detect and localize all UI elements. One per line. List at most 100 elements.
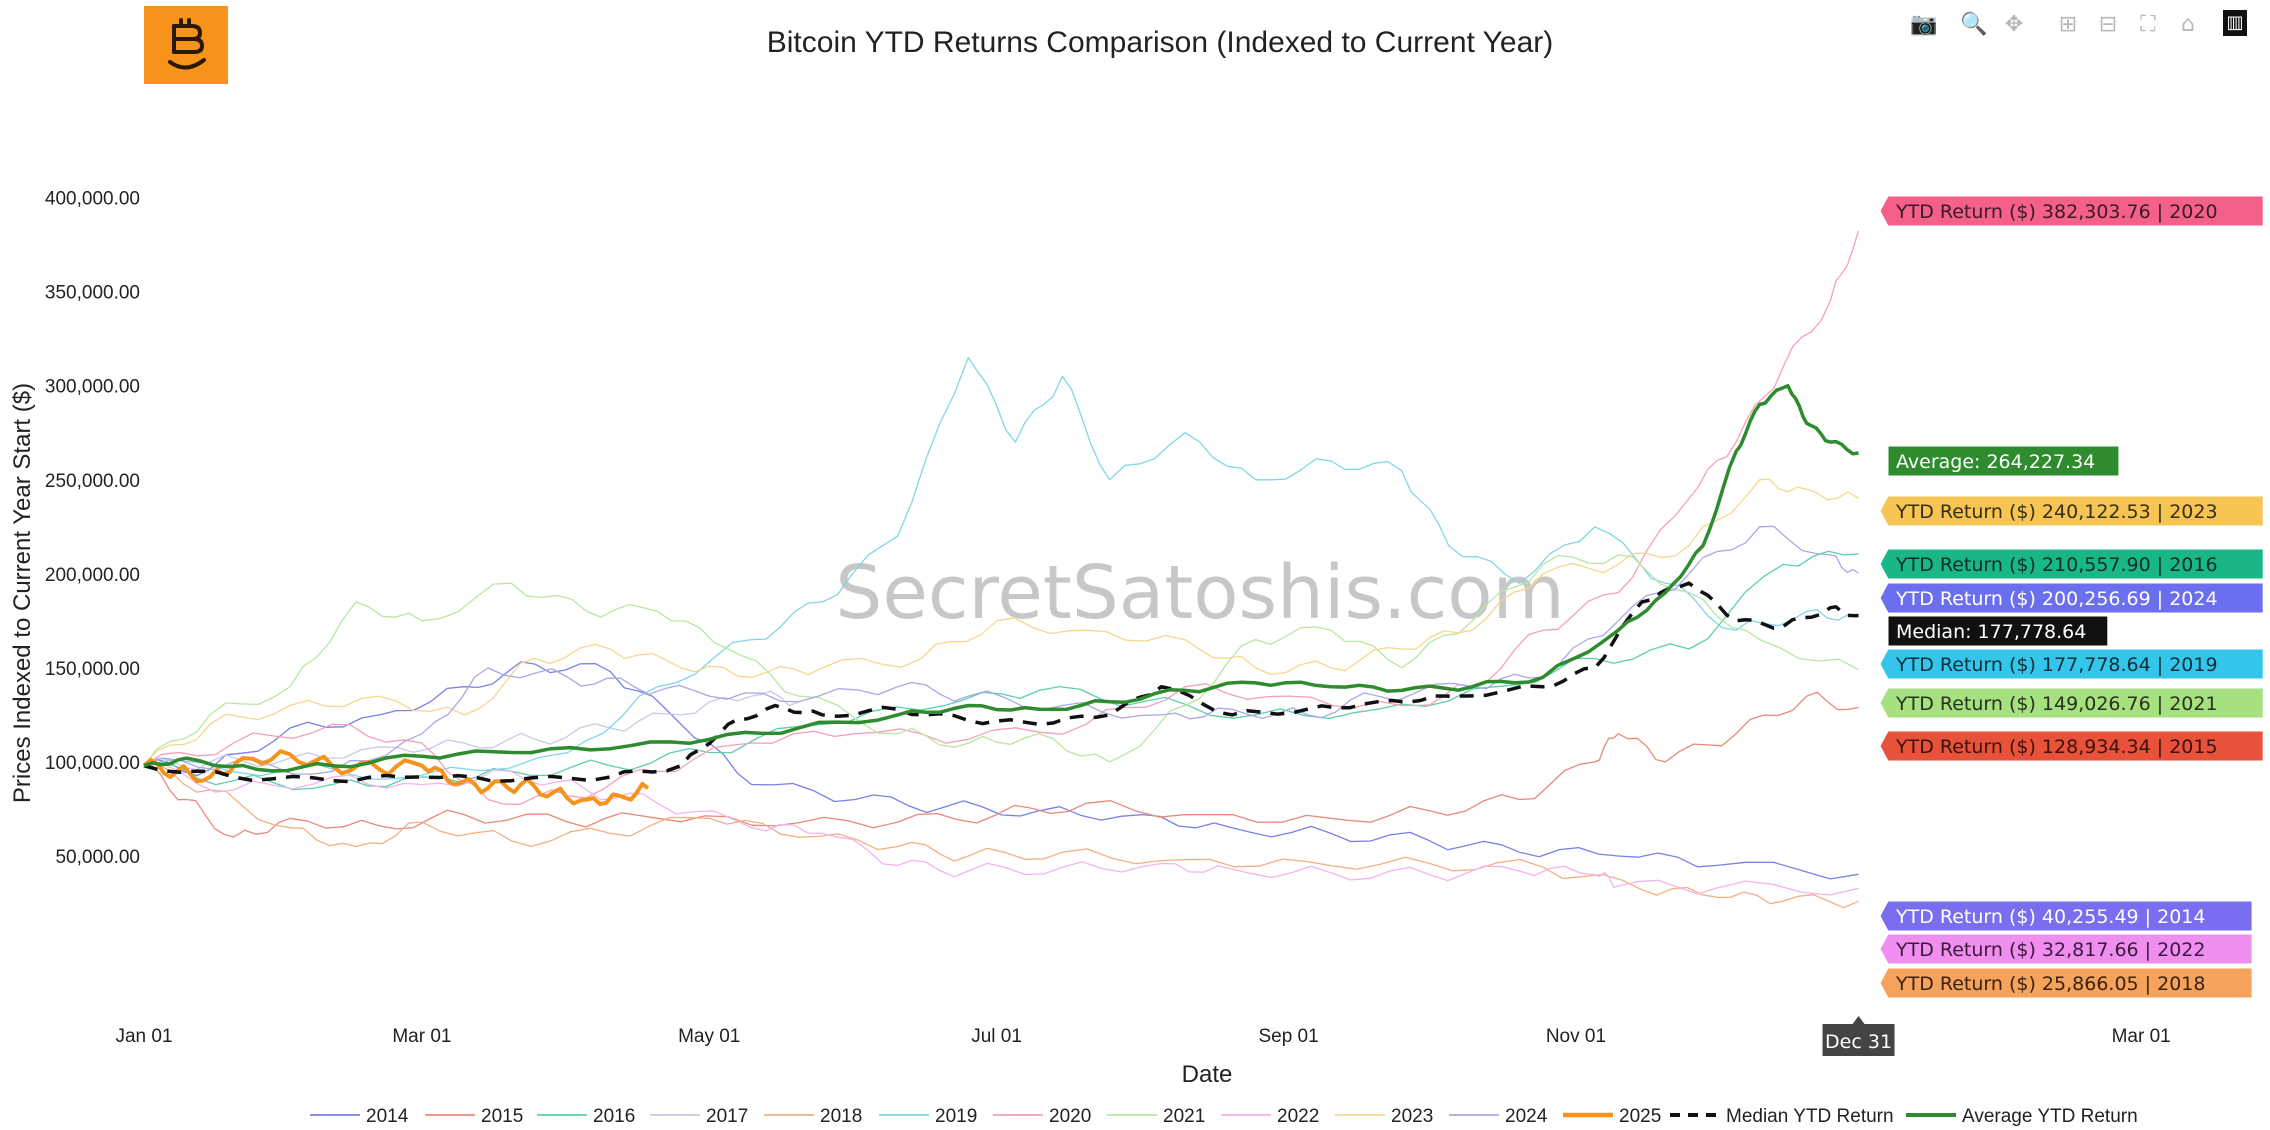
hover-x-bg	[1822, 1016, 1895, 1056]
y-axis-title: Prices Indexed to Current Year Start ($)	[9, 383, 36, 803]
legend-label: Average YTD Return	[1962, 1106, 2138, 1127]
x-tick-label: Jan 01	[115, 1026, 172, 1047]
zoom-in-icon[interactable]: ⊞	[2058, 12, 2078, 37]
end-label-text: YTD Return ($) 177,778.64 | 2019	[1895, 654, 2218, 676]
series-line-2024[interactable]	[143, 525, 1859, 775]
end-label-text: Average: 264,227.34	[1896, 451, 2095, 473]
series-line-2017[interactable]	[143, 690, 799, 771]
legend-item-2023[interactable]: 2023	[1335, 1106, 1433, 1127]
end-label-bg	[1879, 730, 2264, 762]
series-line-2015[interactable]	[143, 691, 1859, 838]
x-axis-ticks: Jan 01 Mar 01 May 01 Jul 01 Sep 01 Nov 01 Mar …	[115, 1026, 2170, 1047]
end-label-bg	[1879, 195, 2264, 227]
legend-label: 2020	[1049, 1106, 1091, 1127]
y-tick-label: 100,000.00	[45, 753, 140, 774]
end-label: YTD Return ($) 40,255.49 | 2014	[1879, 900, 2253, 932]
end-labels: YTD Return ($) 382,303.76 | 2020 Average:…	[1879, 195, 2264, 999]
end-label: YTD Return ($) 149,026.76 | 2021	[1879, 687, 2264, 719]
end-label: YTD Return ($) 177,778.64 | 2019	[1879, 648, 2264, 680]
end-label-bg	[1879, 582, 2264, 614]
series-line-2018[interactable]	[143, 763, 1859, 909]
x-tick-label: May 01	[678, 1026, 740, 1047]
end-label-bg	[1879, 967, 2253, 999]
autoscale-icon[interactable]: ⛶	[2140, 12, 2156, 37]
camera-icon[interactable]: 📷	[1910, 12, 1938, 37]
x-axis-title: Date	[1182, 1061, 1233, 1088]
legend-label: 2022	[1277, 1106, 1319, 1127]
series-line-2021[interactable]	[143, 554, 1859, 767]
series-layer[interactable]	[142, 230, 1860, 909]
zoom-icon[interactable]: 🔍	[1960, 12, 1988, 37]
y-tick-label: 350,000.00	[45, 283, 140, 304]
legend-label: 2016	[593, 1106, 635, 1127]
end-label-bg	[1887, 615, 2109, 647]
end-label-text: Median: 177,778.64	[1896, 621, 2086, 643]
legend-item-2021[interactable]: 2021	[1107, 1106, 1205, 1127]
x-tick-label: Jul 01	[971, 1026, 1022, 1047]
legend-label: 2021	[1163, 1106, 1205, 1127]
zoom-out-icon[interactable]: ⊟	[2098, 12, 2118, 37]
end-label-text: YTD Return ($) 32,817.66 | 2022	[1895, 939, 2205, 961]
end-label: YTD Return ($) 128,934.34 | 2015	[1879, 730, 2264, 762]
end-label: YTD Return ($) 25,866.05 | 2018	[1879, 967, 2253, 999]
legend-item-2024[interactable]: 2024	[1449, 1106, 1548, 1127]
end-label: Median: 177,778.64	[1887, 615, 2109, 647]
end-label-text: YTD Return ($) 200,256.69 | 2024	[1895, 588, 2218, 610]
end-label-bg	[1879, 548, 2264, 580]
legend-item-2015[interactable]: 2015	[425, 1106, 523, 1127]
legend-item-2019[interactable]: 2019	[879, 1106, 977, 1127]
series-line-2014[interactable]	[143, 661, 1859, 880]
series-line-2023[interactable]	[143, 478, 1859, 767]
y-tick-label: 400,000.00	[45, 189, 140, 210]
chart-title: Bitcoin YTD Returns Comparison (Indexed …	[767, 26, 1554, 59]
series-line-2019[interactable]	[143, 356, 1859, 781]
series-line-average-ytd-return[interactable]	[143, 383, 1859, 773]
plotly-logo-icon[interactable]: ▥	[2223, 10, 2247, 36]
x-tick-label: Sep 01	[1258, 1026, 1318, 1047]
end-label-bg	[1879, 495, 2264, 527]
end-label: YTD Return ($) 32,817.66 | 2022	[1879, 933, 2253, 965]
end-label-text: YTD Return ($) 382,303.76 | 2020	[1895, 201, 2218, 223]
y-tick-label: 50,000.00	[55, 847, 140, 868]
end-label-bg	[1879, 648, 2264, 680]
watermark: SecretSatoshis.com	[835, 550, 1564, 636]
legend-item-2017[interactable]: 2017	[650, 1106, 748, 1127]
legend-label: 2025	[1619, 1106, 1661, 1127]
legend-label: 2018	[820, 1106, 862, 1127]
bitcoin-smile-logo-icon	[168, 18, 206, 70]
legend-item-median-ytd-return[interactable]: Median YTD Return	[1670, 1106, 1894, 1127]
hover-x-label: Dec 31	[1822, 1016, 1895, 1056]
legend-label: 2014	[366, 1106, 409, 1127]
end-label-bg	[1879, 900, 2253, 932]
x-tick-label: Nov 01	[1546, 1026, 1606, 1047]
legend-item-2025[interactable]: 2025	[1563, 1106, 1661, 1127]
end-label: YTD Return ($) 210,557.90 | 2016	[1879, 548, 2264, 580]
legend-item-2018[interactable]: 2018	[764, 1106, 862, 1127]
end-label: YTD Return ($) 240,122.53 | 2023	[1879, 495, 2264, 527]
pan-icon[interactable]: ✥	[2004, 12, 2024, 37]
reset-home-icon[interactable]: ⌂	[2181, 12, 2195, 37]
y-axis-ticks: 50,000.00 100,000.00 150,000.00 200,000.00 2…	[45, 189, 140, 868]
legend[interactable]: 2014 2015 2016 2017 2018 2019 2020 2021 2022 2023…	[310, 1106, 2138, 1127]
end-label: YTD Return ($) 382,303.76 | 2020	[1879, 195, 2264, 227]
end-label-text: YTD Return ($) 210,557.90 | 2016	[1895, 554, 2218, 576]
legend-label: 2023	[1391, 1106, 1433, 1127]
hover-x-text: Dec 31	[1825, 1031, 1892, 1053]
legend-item-2020[interactable]: 2020	[993, 1106, 1091, 1127]
legend-item-average-ytd-return[interactable]: Average YTD Return	[1906, 1106, 2138, 1127]
y-tick-label: 150,000.00	[45, 659, 140, 680]
legend-item-2014[interactable]: 2014	[310, 1106, 409, 1127]
y-tick-label: 200,000.00	[45, 565, 140, 586]
end-label-text: YTD Return ($) 149,026.76 | 2021	[1895, 693, 2218, 715]
legend-item-2016[interactable]: 2016	[537, 1106, 635, 1127]
end-label-text: YTD Return ($) 240,122.53 | 2023	[1895, 501, 2218, 523]
x-tick-label: Mar 01	[2112, 1026, 2171, 1047]
legend-item-2022[interactable]: 2022	[1221, 1106, 1319, 1127]
x-tick-label: Mar 01	[392, 1026, 451, 1047]
end-label-bg	[1879, 687, 2264, 719]
end-label-bg	[1879, 933, 2253, 965]
legend-label: 2015	[481, 1106, 523, 1127]
end-label-text: YTD Return ($) 128,934.34 | 2015	[1895, 736, 2218, 758]
series-line-2020[interactable]	[143, 230, 1860, 805]
